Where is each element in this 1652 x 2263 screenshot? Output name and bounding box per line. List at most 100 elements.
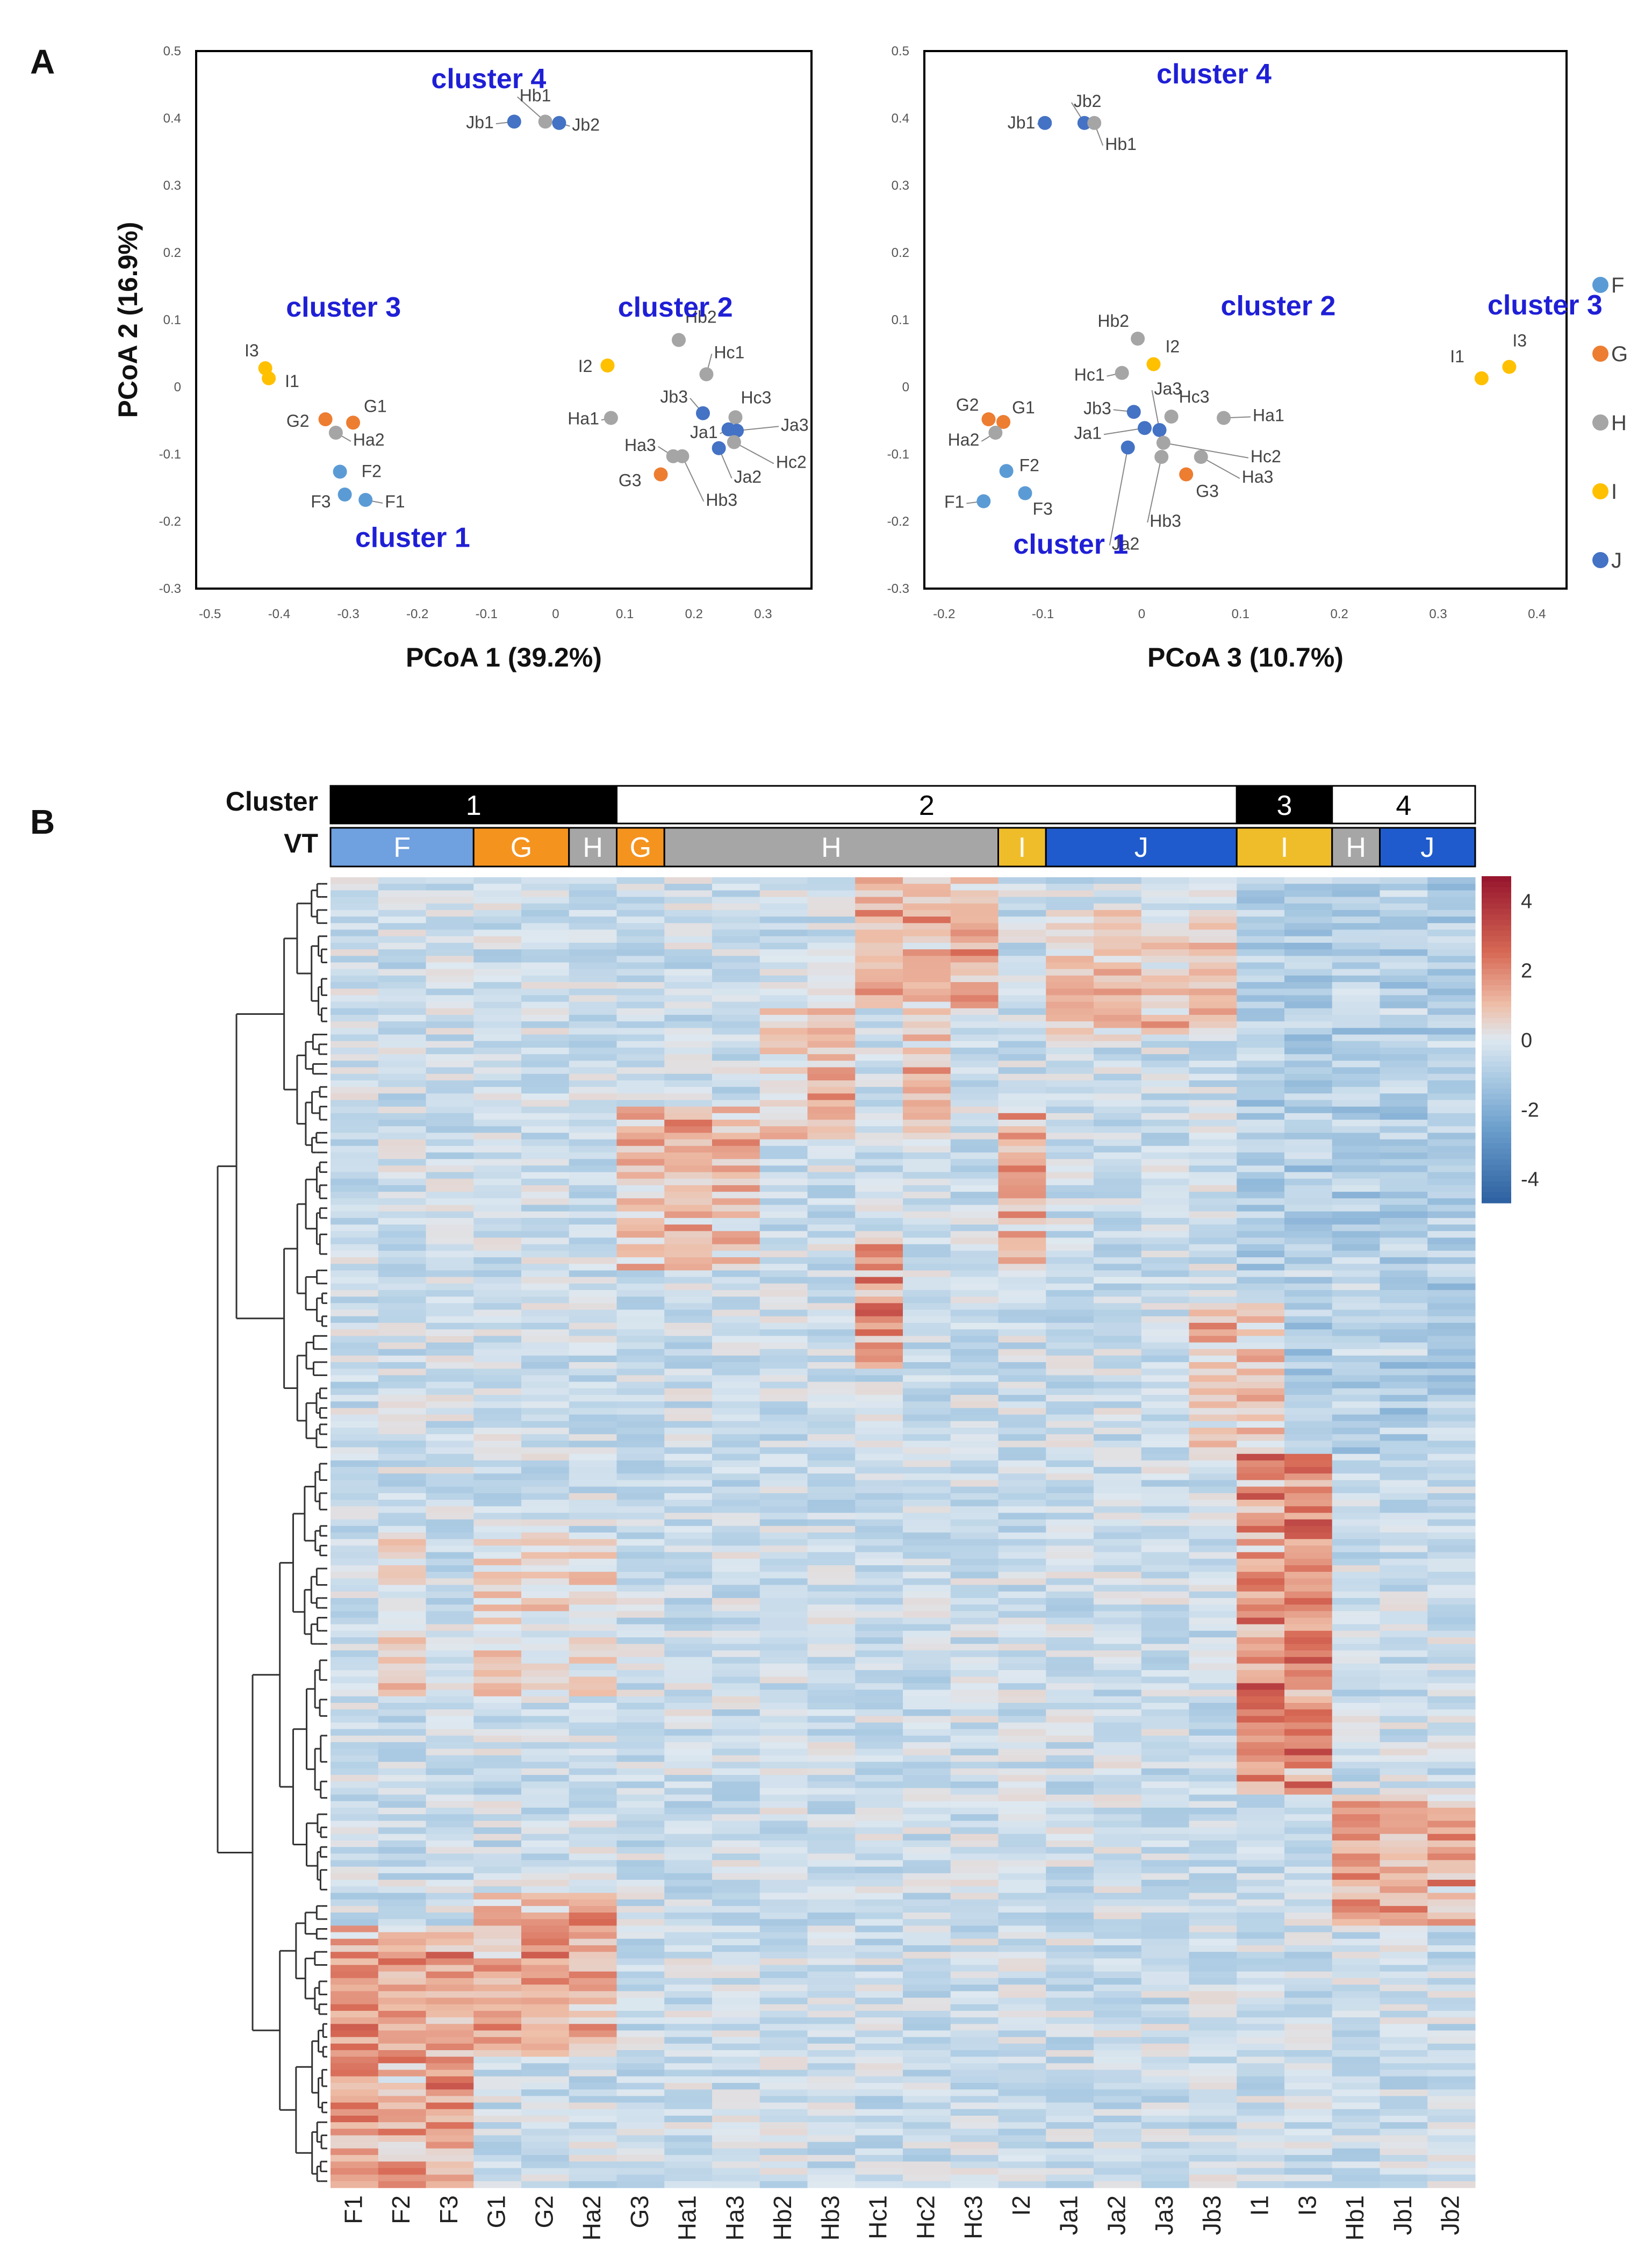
heatmap-cell bbox=[807, 1938, 856, 1946]
heatmap-cell bbox=[1094, 1978, 1142, 1985]
heatmap-cell bbox=[855, 1755, 903, 1763]
heatmap-cell bbox=[569, 1014, 617, 1022]
heatmap-cell bbox=[1237, 1447, 1285, 1455]
heatmap-cell bbox=[331, 1362, 379, 1369]
heatmap-cell bbox=[426, 1486, 474, 1494]
heatmap-cell bbox=[569, 1821, 617, 1828]
heatmap-cell bbox=[903, 1971, 951, 1979]
heatmap-cell bbox=[855, 1807, 903, 1815]
heatmap-cell bbox=[855, 1362, 903, 1369]
heatmap-cell bbox=[1094, 1172, 1142, 1179]
heatmap-cell bbox=[1141, 1198, 1189, 1206]
heatmap-cell bbox=[521, 897, 570, 904]
heatmap-cell bbox=[378, 1106, 426, 1114]
heatmap-cell bbox=[331, 890, 379, 898]
heatmap-cell bbox=[712, 1309, 760, 1317]
heatmap-cell bbox=[569, 1297, 617, 1304]
heatmap-cell bbox=[569, 1165, 617, 1173]
heatmap-cell bbox=[473, 1611, 522, 1619]
heatmap-cell bbox=[331, 1532, 379, 1539]
heatmap-cell bbox=[1094, 1873, 1142, 1880]
heatmap-cell bbox=[1094, 1001, 1142, 1009]
heatmap-cell bbox=[1046, 2017, 1094, 2024]
heatmap-cell bbox=[759, 1165, 808, 1173]
heatmap-cell bbox=[903, 1866, 951, 1874]
heatmap-cell bbox=[759, 989, 808, 996]
heatmap-cell bbox=[998, 2129, 1046, 2136]
heatmap-cell bbox=[1189, 1408, 1237, 1415]
heatmap-cell bbox=[331, 1185, 379, 1192]
heatmap-cell bbox=[712, 1617, 760, 1625]
heatmap-cell bbox=[378, 2089, 426, 2096]
heatmap-cell bbox=[1094, 1637, 1142, 1644]
heatmap-cell bbox=[903, 2148, 951, 2155]
heatmap-cell bbox=[616, 1709, 665, 1716]
heatmap-cell bbox=[759, 1997, 808, 2005]
heatmap-cell bbox=[903, 1093, 951, 1101]
heatmap-cell bbox=[616, 1834, 665, 1841]
heatmap-cell bbox=[1094, 1807, 1142, 1815]
heatmap-cell bbox=[378, 1395, 426, 1402]
heatmap-cell bbox=[1332, 1873, 1380, 1880]
heatmap-cell bbox=[807, 969, 856, 976]
heatmap-cell bbox=[473, 1637, 522, 1644]
heatmap-cell bbox=[1427, 1427, 1476, 1435]
point-Hc2 bbox=[1156, 435, 1170, 450]
heatmap-cell bbox=[855, 1329, 903, 1336]
heatmap-cell bbox=[473, 1821, 522, 1828]
heatmap-cell bbox=[616, 1001, 665, 1009]
heatmap-cell bbox=[426, 1860, 474, 1867]
heatmap-cell bbox=[759, 1447, 808, 1455]
heatmap-cell bbox=[521, 1427, 570, 1435]
heatmap-cell bbox=[521, 1001, 570, 1009]
heatmap-cell bbox=[1189, 1801, 1237, 1808]
heatmap-cell bbox=[473, 1605, 522, 1612]
heatmap-cell bbox=[1046, 1100, 1094, 1107]
heatmap-cell bbox=[1094, 2010, 1142, 2018]
heatmap-cell bbox=[1046, 1801, 1094, 1808]
heatmap-cell bbox=[616, 1716, 665, 1723]
heatmap-cell bbox=[569, 2050, 617, 2057]
heatmap-cell bbox=[1046, 1788, 1094, 1795]
heatmap-cell bbox=[1427, 1421, 1476, 1428]
heatmap-cell bbox=[807, 1316, 856, 1323]
heatmap-cell bbox=[1332, 2004, 1380, 2011]
heatmap-cell bbox=[1284, 1120, 1333, 1127]
heatmap-cell bbox=[426, 1637, 474, 1644]
heatmap-cell bbox=[807, 1427, 856, 1435]
heatmap-cell bbox=[807, 1054, 856, 1061]
heatmap-cell bbox=[1237, 890, 1285, 898]
heatmap-cell bbox=[331, 1821, 379, 1828]
heatmap-cell bbox=[473, 1997, 522, 2005]
heatmap-cell bbox=[903, 982, 951, 989]
heatmap-cell bbox=[1284, 1709, 1333, 1716]
heatmap-cell bbox=[1427, 1794, 1476, 1802]
heatmap-cell bbox=[521, 1565, 570, 1572]
heatmap-cell bbox=[1046, 1500, 1094, 1507]
heatmap-cell bbox=[616, 1670, 665, 1677]
heatmap-cell bbox=[569, 1270, 617, 1278]
heatmap-cell bbox=[712, 1264, 760, 1271]
heatmap-cell bbox=[759, 1441, 808, 1448]
heatmap-cell bbox=[998, 1801, 1046, 1808]
heatmap-cell bbox=[569, 1781, 617, 1789]
legend-label: H bbox=[1611, 411, 1627, 435]
heatmap-cell bbox=[759, 1381, 808, 1389]
heatmap-cell bbox=[950, 2096, 999, 2103]
heatmap-cell bbox=[378, 1401, 426, 1408]
heatmap-cell bbox=[1427, 1702, 1476, 1710]
heatmap-cell bbox=[950, 2168, 999, 2175]
heatmap-cell bbox=[1141, 1421, 1189, 1428]
heatmap-cell bbox=[1237, 1014, 1285, 1022]
heatmap-cell bbox=[1380, 1630, 1428, 1638]
heatmap-cell bbox=[426, 1716, 474, 1723]
heatmap-cell bbox=[950, 1965, 999, 1972]
heatmap-cell bbox=[1427, 1467, 1476, 1474]
heatmap-cell bbox=[950, 2155, 999, 2162]
heatmap-cell bbox=[1427, 2102, 1476, 2110]
heatmap-cell bbox=[1189, 1014, 1237, 1022]
heatmap-cell bbox=[1284, 1355, 1333, 1363]
heatmap-cell bbox=[1046, 2102, 1094, 2110]
heatmap-cell bbox=[855, 1965, 903, 1972]
heatmap-cell bbox=[1427, 1598, 1476, 1605]
